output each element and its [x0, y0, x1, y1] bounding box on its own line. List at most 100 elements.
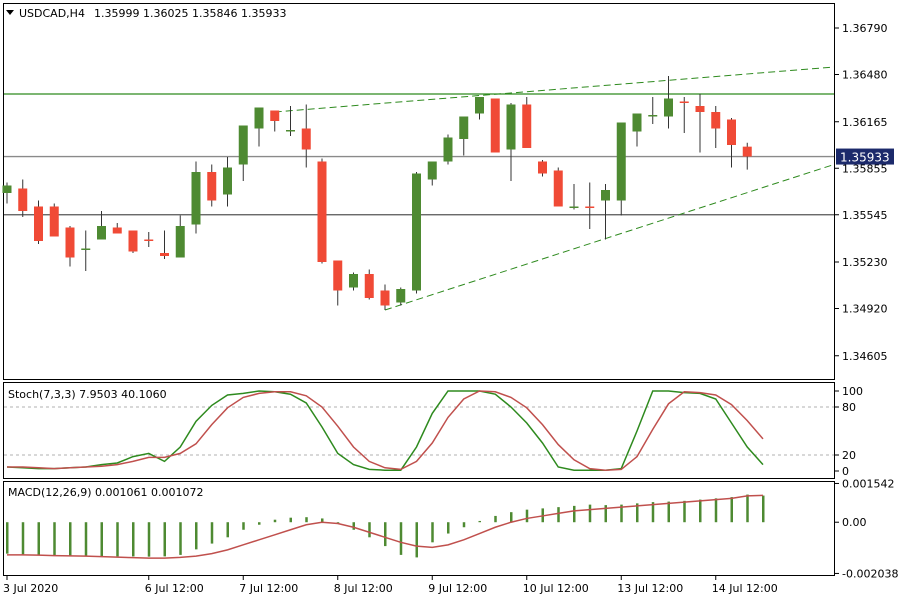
macd-histogram-bar: [651, 502, 655, 523]
macd-signal-line: [7, 494, 764, 559]
macd-histogram-bar: [179, 522, 182, 555]
candle-body: [522, 104, 532, 148]
macd-histogram-bar: [604, 505, 607, 523]
candle-body: [443, 137, 453, 162]
candle-body: [427, 161, 437, 180]
stoch-tick-label: 20: [842, 449, 856, 462]
macd-histogram-bar: [730, 497, 733, 523]
price-tick-label: 1.35230: [842, 256, 888, 269]
candle-body: [349, 274, 358, 288]
candle-body: [81, 248, 91, 250]
candle-body: [396, 289, 406, 303]
candle-body: [695, 106, 705, 112]
macd-histogram-bar: [714, 498, 718, 523]
candle-body: [459, 116, 469, 139]
candle-body: [679, 101, 689, 103]
time-tick-label: 14 Jul 12:00: [712, 582, 778, 595]
macd-histogram-bar: [384, 522, 387, 547]
candle-body: [585, 206, 595, 208]
candle-body: [648, 115, 658, 117]
macd-histogram-bar: [37, 522, 40, 555]
macd-histogram-bar: [132, 522, 135, 557]
candle-body: [632, 113, 642, 132]
time-tick-label: 13 Jul 12:00: [617, 582, 683, 595]
macd-histogram-bar: [352, 522, 355, 530]
macd-histogram-bar: [525, 509, 529, 523]
macd-histogram-bar: [147, 522, 151, 557]
macd-title: MACD(12,26,9) 0.001061 0.001072: [8, 486, 204, 499]
macd-histogram-bar: [415, 522, 418, 558]
candle-body: [317, 161, 327, 262]
time-axis: 3 Jul 2020 6 Jul 12:00 7 Jul 12:00 8 Jul 12…: [3, 576, 778, 595]
stoch-title: Stoch(7,3,3) 7.9503 40.1060: [8, 388, 167, 401]
price-tick-label: 1.34605: [842, 350, 888, 363]
macd-histogram-bar: [53, 522, 56, 556]
macd-histogram-bar: [289, 517, 292, 523]
candle-body: [144, 239, 154, 241]
macd-histogram-bar: [226, 522, 229, 538]
stoch-tick-label: 100: [842, 385, 863, 398]
price-tick-label: 1.36790: [842, 22, 888, 35]
macd-histogram-bar: [620, 504, 623, 523]
candle-body: [286, 130, 295, 132]
macd-histogram-bar: [636, 503, 639, 523]
macd-histogram-bar: [699, 499, 702, 523]
candle-body: [207, 172, 217, 201]
price-tick-label: 1.35545: [842, 209, 888, 222]
time-tick-label: 9 Jul 12:00: [428, 582, 487, 595]
time-tick-label: 8 Jul 12:00: [334, 582, 393, 595]
candle-body: [333, 260, 343, 291]
candle-body: [412, 173, 421, 291]
macd-histogram-bar: [305, 517, 308, 523]
candle-body: [223, 167, 232, 195]
dropdown-triangle-icon[interactable]: [6, 10, 14, 15]
macd-histogram-bar: [510, 512, 513, 523]
candle-body: [2, 185, 12, 193]
macd-tick-label: 0.00: [842, 516, 867, 529]
macd-histogram-bar: [84, 522, 88, 557]
candle-body: [664, 98, 673, 117]
macd-histogram-bar: [462, 522, 466, 528]
candles: [2, 76, 752, 310]
price-axis: 1.36790 1.36480 1.36165 1.35855 1.35545 1.352…: [834, 22, 888, 363]
candle-body: [616, 122, 626, 201]
candle-body: [490, 98, 500, 153]
macd-histogram-bar: [667, 501, 670, 523]
candle-body: [175, 226, 185, 258]
candle-body: [727, 119, 736, 145]
candle-body: [364, 274, 374, 298]
stoch-plot: [4, 390, 834, 471]
trend-line: [274, 66, 835, 113]
stoch-line-d: [7, 390, 764, 471]
candle-body: [238, 125, 248, 165]
macd-histogram-bar: [762, 495, 765, 523]
macd-histogram-bar: [195, 522, 198, 550]
macd-tick-label: 0.001542: [842, 477, 895, 490]
macd-plot: [6, 494, 765, 559]
macd-histogram-bar: [399, 522, 403, 555]
macd-histogram-bar: [478, 520, 481, 523]
stoch-tick-label: 80: [842, 401, 856, 414]
macd-histogram-bar: [557, 507, 560, 523]
macd-histogram-bar: [210, 522, 214, 544]
candle-body: [553, 170, 563, 207]
time-tick-label: 7 Jul 12:00: [239, 582, 298, 595]
macd-histogram-bar: [21, 522, 25, 555]
stoch-axis: 100 80 20 0: [834, 385, 863, 478]
candle-body: [191, 172, 201, 225]
macd-histogram-bar: [163, 522, 166, 557]
candle-body: [601, 190, 610, 201]
candle-body: [34, 206, 43, 241]
candle-body: [49, 206, 59, 237]
macd-pane: [3, 481, 835, 576]
macd-histogram-bar: [431, 522, 434, 543]
candle-body: [97, 226, 106, 240]
candle-body: [18, 188, 28, 211]
macd-histogram-bar: [100, 522, 103, 557]
time-tick-label: 6 Jul 12:00: [145, 582, 204, 595]
candle-body: [506, 104, 516, 150]
macd-histogram-bar: [573, 505, 576, 523]
trend-line: [384, 164, 835, 311]
